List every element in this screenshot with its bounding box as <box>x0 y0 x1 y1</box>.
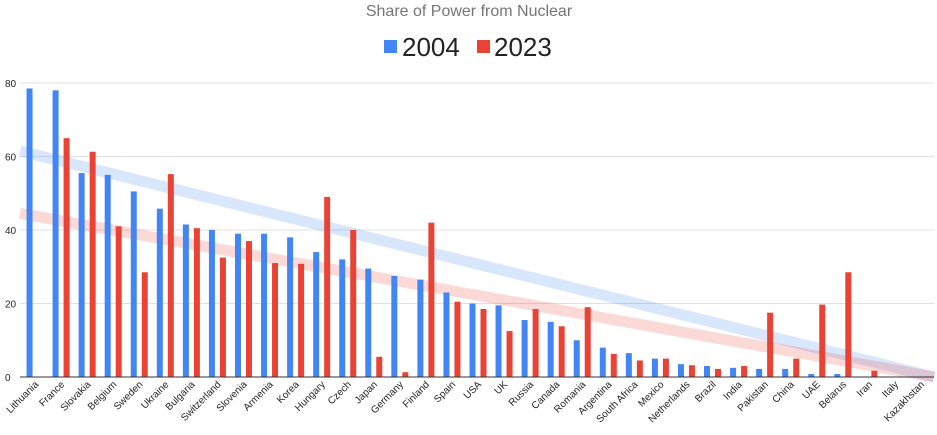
category-label: Italy <box>880 379 901 400</box>
bar-2004-romania <box>573 340 580 377</box>
bar-2023-pakistan <box>767 312 774 377</box>
category-label: Belarus <box>817 379 849 411</box>
bar-2004-sweden <box>130 191 137 377</box>
bar-2023-uk <box>506 331 513 377</box>
bar-2004-mexico <box>651 358 658 377</box>
bar-2004-uk <box>495 305 502 377</box>
category-label: Finland <box>401 379 432 410</box>
y-tick-label: 80 <box>5 79 17 90</box>
bar-2004-finland <box>417 279 424 377</box>
legend-swatch-2023 <box>477 40 490 53</box>
bar-2023-spain <box>454 301 461 377</box>
bar-2004-japan <box>365 268 372 377</box>
bar-2023-belgium <box>115 226 122 377</box>
bar-2004-korea <box>287 237 294 377</box>
bar-2023-hungary <box>324 196 331 377</box>
chart-title: Share of Power from Nuclear <box>366 3 573 20</box>
bar-2004-armenia <box>261 233 268 377</box>
bar-2004-slovakia <box>78 173 85 377</box>
legend-label-2023: 2023 <box>494 32 552 62</box>
category-label: Sweden <box>112 379 145 412</box>
y-tick-label: 20 <box>5 300 17 311</box>
bar-2023-korea <box>298 263 305 377</box>
category-label: India <box>722 379 745 402</box>
bar-2004-lithuania <box>26 88 33 377</box>
bar-2023-romania <box>584 307 591 377</box>
bar-2023-china <box>793 358 800 377</box>
bar-2004-czech <box>339 259 346 377</box>
bar-2004-ukraine <box>156 208 163 377</box>
legend: 2004 2023 <box>384 32 552 62</box>
bar-2004-argentina <box>599 347 606 377</box>
bar-2023-canada <box>558 326 565 377</box>
bar-2023-sweden <box>141 272 148 377</box>
category-label: Czech <box>326 379 354 407</box>
category-label: USA <box>462 379 485 402</box>
bar-2023-belarus <box>845 272 852 377</box>
bar-2004-belgium <box>104 174 111 377</box>
bar-2023-finland <box>428 222 435 377</box>
bar-2023-usa <box>480 309 487 377</box>
bars <box>26 88 878 377</box>
bar-2004-belarus <box>834 374 841 377</box>
bar-2023-france <box>63 138 70 377</box>
bar-2004-south-africa <box>625 353 632 377</box>
bar-2004-germany <box>391 275 398 377</box>
bar-2004-hungary <box>313 252 320 377</box>
legend-label-2004: 2004 <box>402 32 460 62</box>
bar-2004-india <box>730 367 737 377</box>
bar-2023-netherlands <box>688 365 695 377</box>
y-tick-label: 40 <box>5 226 17 237</box>
bar-2023-uae <box>819 304 826 377</box>
bar-2004-spain <box>443 292 450 377</box>
bar-2023-ukraine <box>167 174 174 377</box>
category-label: UK <box>493 379 511 397</box>
bar-2004-netherlands <box>677 364 684 377</box>
y-axis-ticks: 0 20 40 60 80 <box>5 79 17 384</box>
bar-2004-france <box>52 90 59 377</box>
legend-swatch-2004 <box>384 40 397 53</box>
category-label: China <box>771 379 798 406</box>
bar-2004-brazil <box>704 365 711 377</box>
category-label: Lithuania <box>5 379 42 416</box>
bar-2004-canada <box>547 321 554 377</box>
category-label: Iran <box>855 379 875 399</box>
category-label: Brazil <box>693 379 718 404</box>
bar-2023-japan <box>376 356 383 377</box>
bar-2004-switzerland <box>208 230 215 377</box>
y-tick-label: 0 <box>5 373 11 384</box>
bar-2023-india <box>741 365 748 377</box>
bar-2023-iran <box>871 370 878 377</box>
bar-2004-usa <box>469 303 476 377</box>
bar-2004-pakistan <box>756 368 763 377</box>
bar-2023-germany <box>402 372 409 377</box>
y-tick-label: 60 <box>5 153 17 164</box>
bar-2004-russia <box>521 320 528 377</box>
bar-2023-bulgaria <box>193 228 200 377</box>
bar-2023-czech <box>350 230 357 377</box>
bar-2023-argentina <box>610 353 617 377</box>
bar-2004-slovenia <box>234 233 241 377</box>
bar-2023-mexico <box>662 358 669 377</box>
bar-2023-brazil <box>715 368 722 377</box>
bar-2004-china <box>782 368 789 377</box>
bar-2023-russia <box>532 309 539 377</box>
bar-2023-slovakia <box>89 151 96 377</box>
bar-2023-slovenia <box>245 241 252 377</box>
bar-2023-switzerland <box>219 257 226 377</box>
bar-2004-bulgaria <box>182 224 189 377</box>
category-label: UAE <box>801 379 824 402</box>
bar-2004-uae <box>808 374 815 377</box>
category-label: Spain <box>432 379 458 405</box>
bar-2023-south-africa <box>636 360 643 377</box>
category-labels: LithuaniaFranceSlovakiaBelgiumSwedenUkra… <box>5 379 927 425</box>
bar-2023-armenia <box>272 263 279 377</box>
